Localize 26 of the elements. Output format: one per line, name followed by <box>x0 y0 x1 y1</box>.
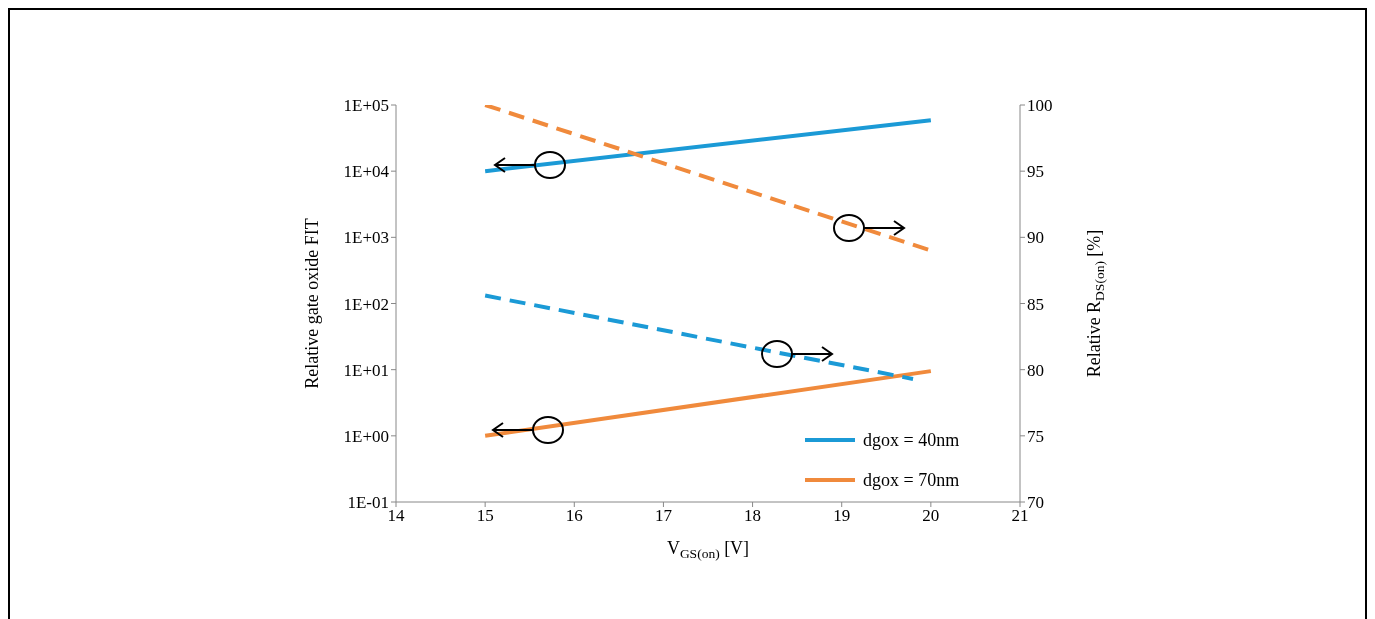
legend-label: dgox = 70nm <box>863 469 960 491</box>
y2-tick-label: 100 <box>1027 96 1053 116</box>
x-tick-label: 16 <box>565 506 583 526</box>
x-tick-label: 15 <box>476 506 494 526</box>
y-tick-label: 1E+00 <box>343 426 389 446</box>
y2-tick-label: 95 <box>1027 162 1044 182</box>
y-tick-label: 1E+02 <box>343 294 389 314</box>
y2-tick-label: 80 <box>1027 360 1044 380</box>
x-tick-label: 18 <box>744 506 762 526</box>
y-axis-title: Relative gate oxide FIT <box>302 218 322 389</box>
x-tick-label: 14 <box>387 506 405 526</box>
y2-tick-label: 75 <box>1027 426 1044 446</box>
legend-label: dgox = 40nm <box>863 429 960 451</box>
y2-tick-label: 70 <box>1027 493 1044 513</box>
x-tick-label: 20 <box>922 506 940 526</box>
y2-tick-label: 90 <box>1027 228 1044 248</box>
y-tick-label: 1E+05 <box>343 96 389 116</box>
x-axis-title: V$_{GS(on)}$ [V] <box>666 538 750 561</box>
x-tick-label: 17 <box>654 506 673 526</box>
y2-tick-label: 85 <box>1027 294 1044 314</box>
y-tick-label: 1E+01 <box>343 360 389 380</box>
y-tick-label: 1E+03 <box>343 228 389 248</box>
y-tick-label: 1E-01 <box>347 493 389 513</box>
x-tick-label: 21 <box>1011 506 1029 526</box>
x-tick-label: 19 <box>833 506 851 526</box>
y-tick-label: 1E+04 <box>343 162 390 182</box>
